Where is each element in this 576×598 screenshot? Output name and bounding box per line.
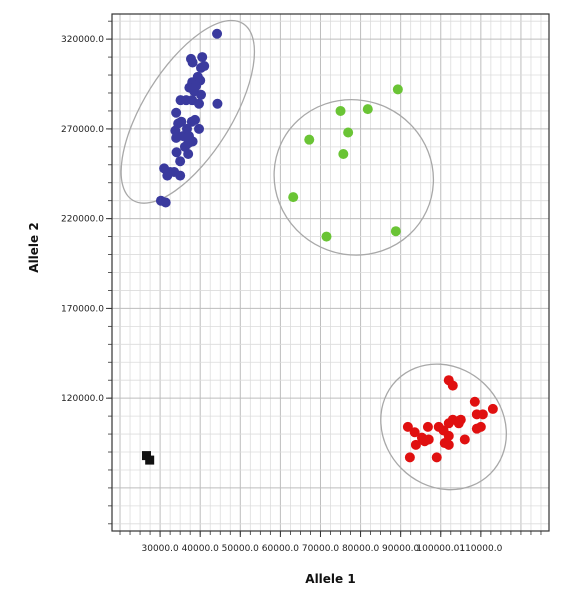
data-point: [189, 114, 200, 125]
y-tick-label: 120000.0: [61, 394, 104, 404]
data-point: [193, 98, 204, 109]
data-point: [471, 423, 482, 434]
data-point: [304, 134, 315, 145]
y-tick-label: 170000.0: [61, 304, 104, 314]
data-point: [402, 421, 413, 432]
data-point: [362, 104, 373, 115]
data-point: [212, 28, 223, 39]
y-tick-label: 220000.0: [61, 215, 104, 225]
x-tick-label: 110000.0: [459, 544, 502, 554]
x-tick-label: 80000.0: [342, 544, 379, 554]
data-point: [469, 396, 480, 407]
data-point: [183, 149, 194, 160]
data-point: [335, 105, 346, 116]
data-point: [171, 132, 182, 143]
data-point: [197, 52, 208, 63]
data-point: [419, 436, 430, 447]
cluster-ellipses: [120, 19, 507, 491]
data-point: [404, 452, 415, 463]
data-point: [196, 62, 207, 73]
data-point: [338, 149, 349, 160]
data-point: [343, 127, 354, 138]
data-point: [175, 170, 186, 181]
cluster-ellipse: [273, 98, 435, 256]
data-point: [321, 231, 332, 242]
x-tick-label: 100000.01: [416, 544, 465, 554]
data-point: [409, 427, 420, 438]
x-tick-label: 30000.0: [142, 544, 179, 554]
data-point: [160, 197, 171, 208]
data-point: [443, 418, 454, 429]
data-point: [477, 409, 488, 420]
x-tick-label: 50000.0: [222, 544, 259, 554]
x-tick-label: 70000.0: [302, 544, 339, 554]
data-point: [453, 418, 464, 429]
data-point: [422, 421, 433, 432]
x-tick-label: 60000.0: [262, 544, 299, 554]
data-point: [487, 403, 498, 414]
y-tick-label: 320000.0: [61, 35, 104, 45]
data-point: [390, 226, 401, 237]
data-point: [176, 116, 187, 127]
data-point: [431, 452, 442, 463]
data-point: [171, 107, 182, 118]
y-axis-title: Allele 2: [27, 222, 41, 272]
data-point: [459, 434, 470, 445]
data-point: [171, 147, 182, 158]
data-point: [187, 57, 198, 68]
data-point: [162, 170, 173, 181]
data-point: [447, 380, 458, 391]
y-tick-label: 270000.0: [61, 125, 104, 135]
cluster-ellipse: [120, 19, 256, 204]
data-points: [141, 28, 498, 465]
grid: [112, 14, 549, 531]
data-point-square: [145, 455, 155, 465]
data-point: [288, 192, 299, 203]
data-point: [183, 138, 194, 149]
data-point: [212, 98, 223, 109]
data-point: [175, 156, 186, 167]
x-tick-label: 40000.0: [182, 544, 219, 554]
data-point: [410, 439, 421, 450]
data-point: [392, 84, 403, 95]
data-point: [443, 439, 454, 450]
x-axis-title: Allele 1: [305, 572, 355, 586]
data-point: [193, 123, 204, 134]
cluster-ellipse: [380, 363, 507, 491]
x-tick-label: 90000.0: [382, 544, 419, 554]
axis-ticks: 30000.0 40000.0 50000.0 60000.0 70000.0 80000…: [61, 20, 542, 554]
data-point: [196, 89, 207, 100]
